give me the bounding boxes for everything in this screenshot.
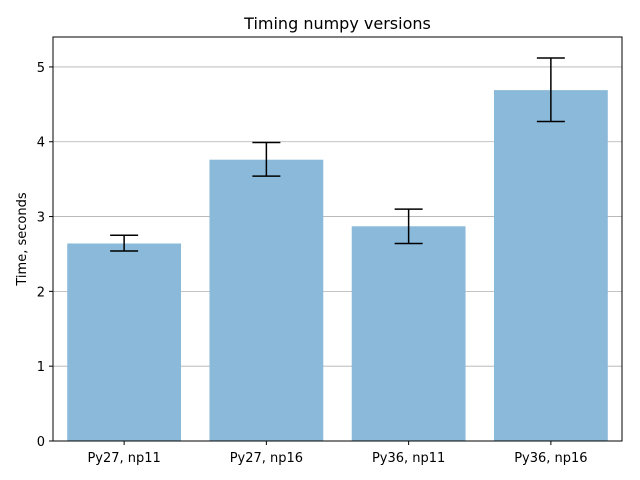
x-axis-ticks: Py27, np11 Py27, np16 Py36, np11 Py36, np16 (87, 441, 588, 466)
y-tick-label-1: 1 (37, 360, 45, 375)
y-tick-label-0: 0 (37, 435, 45, 450)
y-tick-label-3: 3 (37, 211, 45, 226)
x-tick-label-2: Py36, np11 (372, 451, 445, 466)
bars (67, 90, 608, 441)
y-tick-label-2: 2 (37, 285, 45, 300)
bar-1 (209, 159, 324, 441)
error-bars (110, 57, 565, 252)
y-axis-label: Time, seconds (15, 192, 30, 286)
x-tick-label-0: Py27, np11 (87, 451, 160, 466)
y-tick-label-4: 4 (37, 136, 45, 151)
bar-3 (493, 90, 608, 441)
plot-frame (52, 36, 623, 442)
x-tick-label-3: Py36, np16 (514, 451, 587, 466)
chart-title: Timing numpy versions (243, 14, 431, 33)
bar-0 (67, 243, 182, 441)
bar-2 (351, 226, 466, 441)
y-axis-ticks: 0 1 2 3 4 5 (37, 61, 53, 450)
x-tick-label-1: Py27, np16 (230, 451, 303, 466)
y-tick-label-5: 5 (37, 61, 45, 76)
